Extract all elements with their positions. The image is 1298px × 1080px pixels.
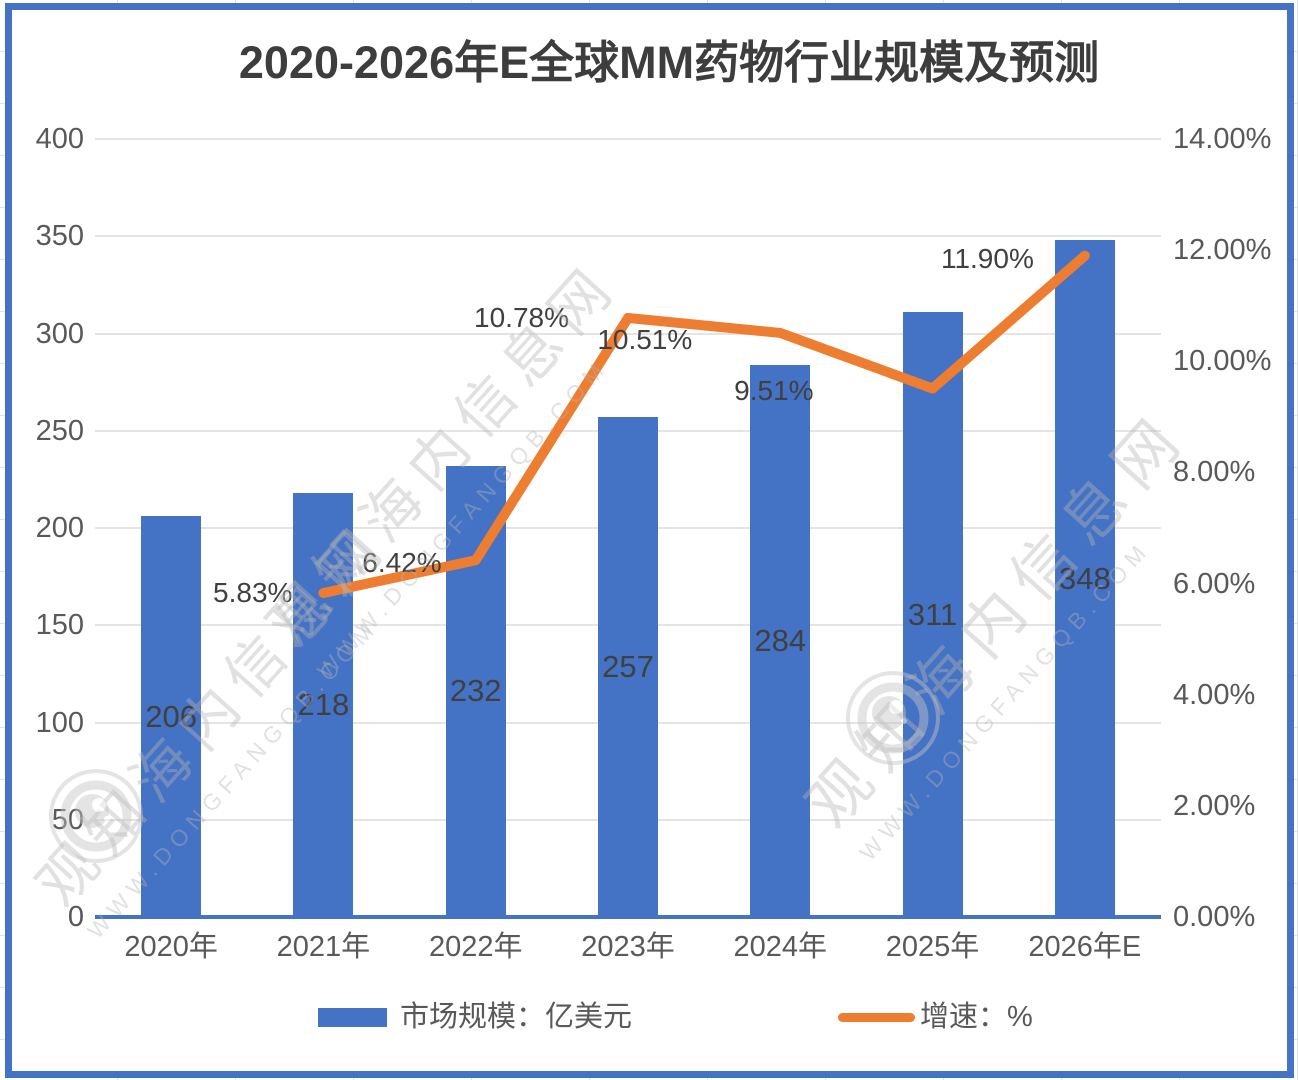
bar-value-label: 348 [1058,560,1111,596]
left-axis-tick: 150 [35,609,84,642]
x-axis-line [95,915,1161,919]
legend-label-market-size: 市场规模：亿美元 [400,1001,633,1033]
right-axis-tick: 14.00% [1173,123,1272,155]
left-axis-tick: 0 [67,901,84,933]
left-axis-tick: 250 [35,414,84,447]
left-axis-tick: 300 [35,317,84,350]
bar-value-label: 232 [449,673,502,709]
legend-swatch-growth-rate [838,1013,915,1022]
gridline [95,138,1161,140]
legend-label-growth-rate: 增速：% [920,1001,1033,1033]
bar-value-label: 284 [754,622,807,658]
right-axis-tick: 4.00% [1173,678,1256,711]
chart-title: 2020-2026年E全球MM药物行业规模及预测 [238,37,1100,88]
right-axis-tick: 12.00% [1173,234,1272,267]
growth-rate-label: 11.90% [940,242,1034,274]
bar-value-label: 311 [907,596,958,632]
right-axis-tick: 2.00% [1173,789,1256,822]
category-label-2022年: 2022年 [428,931,523,963]
left-axis-tick: 100 [35,706,84,739]
left-axis-tick: 200 [35,512,84,544]
growth-rate-label: 10.78% [474,301,569,333]
category-label-2020年: 2020年 [124,931,218,963]
bar-value-label: 206 [145,698,197,734]
left-axis-tick: 400 [35,123,84,155]
category-label-2021年: 2021年 [276,931,371,963]
category-label-2024年: 2024年 [733,931,828,963]
growth-rate-label: 9.51% [734,374,814,406]
growth-rate-label: 5.83% [213,577,293,609]
right-axis-tick: 6.00% [1173,567,1256,600]
legend-swatch-market-size [318,1008,387,1027]
bar-2020年 [141,516,202,917]
left-axis-tick: 50 [51,803,84,836]
right-axis-tick: 8.00% [1173,456,1256,489]
category-label-2023年: 2023年 [581,931,675,963]
category-label-2025年: 2025年 [885,931,980,963]
right-axis-tick: 10.00% [1173,345,1272,378]
growth-rate-label: 6.42% [362,547,442,579]
growth-rate-label: 10.51% [597,323,693,355]
right-axis-tick: 0.00% [1173,901,1256,933]
left-axis-tick: 350 [35,220,84,253]
bar-value-label: 218 [297,686,350,722]
bar-value-label: 257 [602,649,654,685]
category-label-2026年E: 2026年E [1028,931,1142,963]
gridline [95,235,1161,238]
